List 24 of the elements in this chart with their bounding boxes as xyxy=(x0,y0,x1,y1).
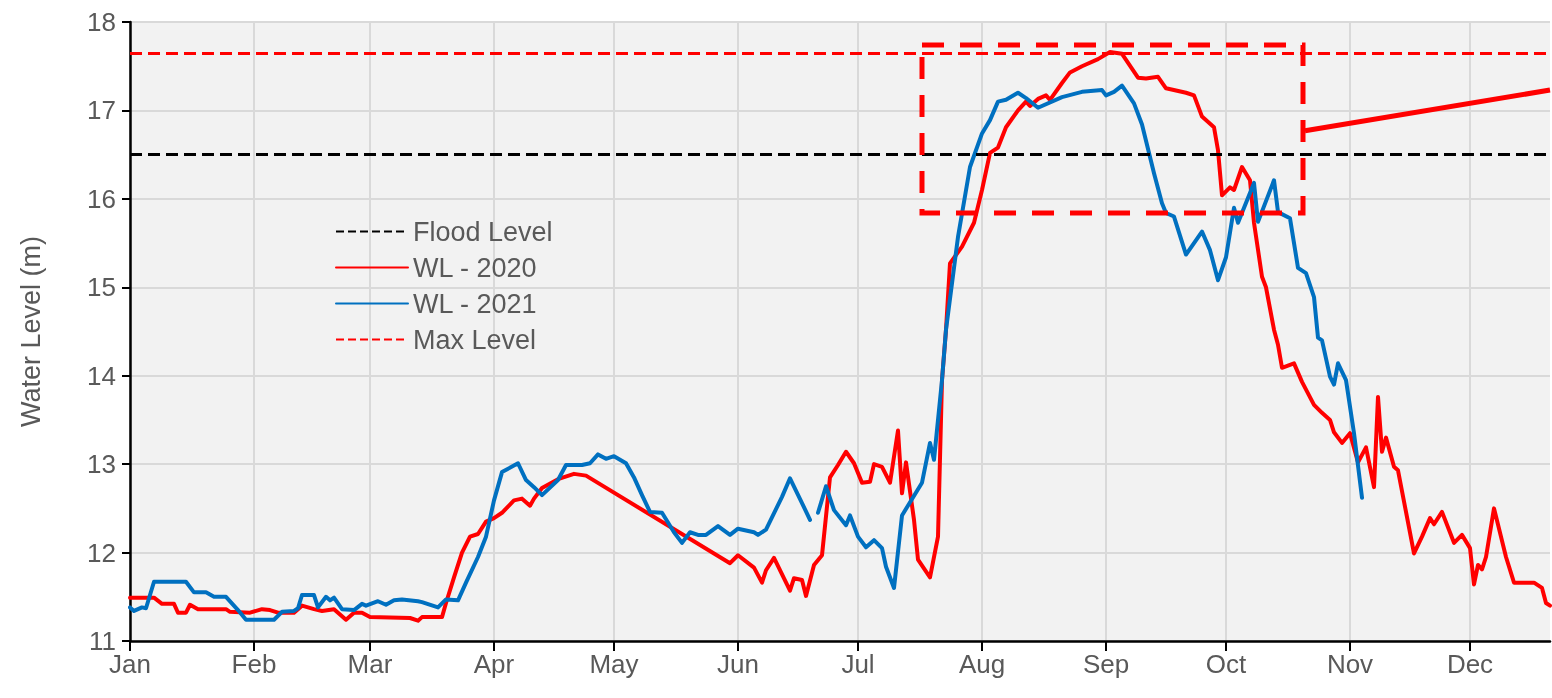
y-tick-label: 17 xyxy=(87,95,116,126)
x-tick-label: Oct xyxy=(1205,649,1247,679)
x-tick-label: May xyxy=(589,649,639,679)
y-axis-title: Water Level (m) xyxy=(15,235,46,428)
legend-label: WL - 2021 xyxy=(413,288,537,319)
legend-label: Flood Level xyxy=(413,216,553,247)
x-tick-label: Jun xyxy=(717,649,759,679)
y-tick-label: 18 xyxy=(87,7,116,37)
x-tick-label: Aug xyxy=(958,649,1006,679)
line-series xyxy=(128,50,1552,623)
x-tick-label: Feb xyxy=(231,649,277,679)
legend-label: Max Level xyxy=(413,324,537,355)
y-tick-label: 14 xyxy=(87,360,116,391)
y-tick-label: 15 xyxy=(87,272,116,303)
x-tick-label: Nov xyxy=(1326,649,1374,679)
x-tick-label: Mar xyxy=(347,649,393,679)
y-tick-label: 13 xyxy=(87,449,116,480)
x-tick-label: Sep xyxy=(1082,649,1130,679)
legend-label: WL - 2020 xyxy=(413,252,537,283)
x-tick-label: Apr xyxy=(473,649,515,679)
x-tick-label: Jul xyxy=(841,649,875,679)
y-tick-label: 16 xyxy=(87,183,116,214)
y-tick-label: 12 xyxy=(87,537,116,568)
x-tick-label: Dec xyxy=(1446,649,1494,679)
